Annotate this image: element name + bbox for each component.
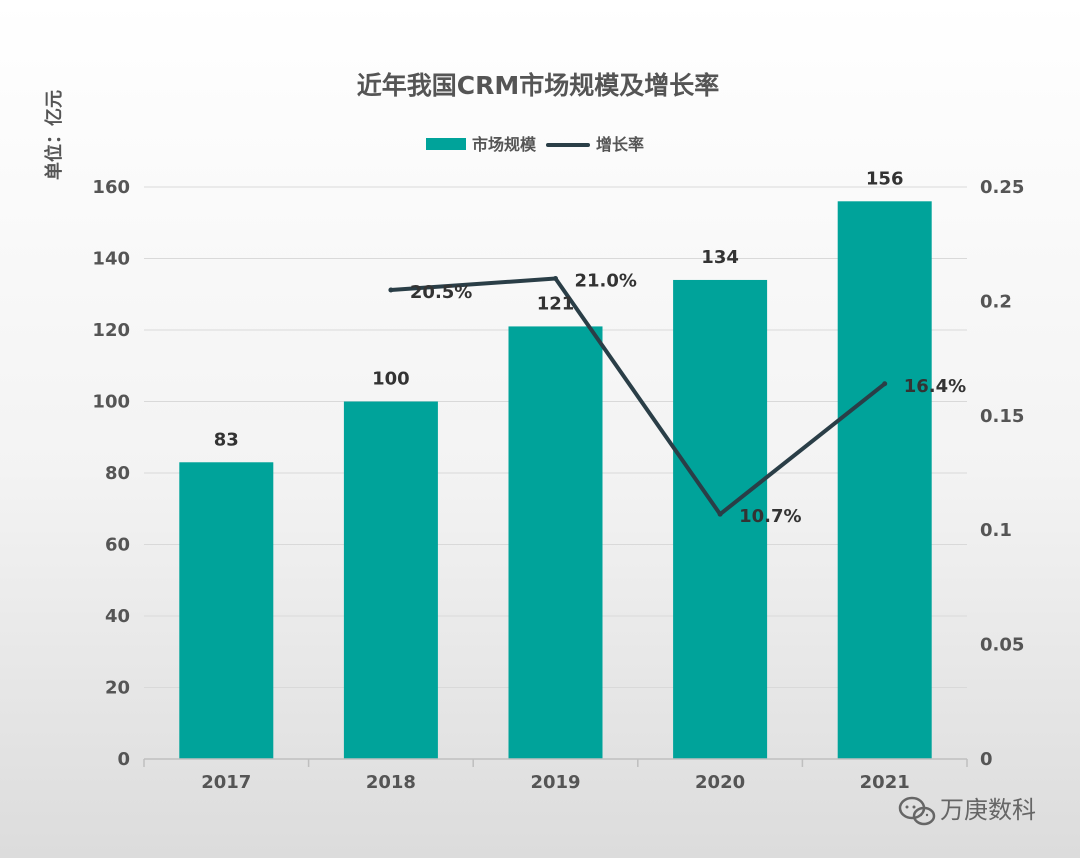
bar-series [179,201,932,760]
y2-tick-label: 0.1 [980,520,1012,541]
x-tick-label: 2019 [530,772,580,793]
y2-tick-label: 0.05 [980,635,1024,656]
line-value-label: 16.4% [904,376,966,397]
axes: 0 20 40 60 80 100 120 140 160 0 0.05 0.1 0.15 0.2 0.25… [92,177,1024,793]
watermark: 万庚数科 [898,796,1036,826]
y-tick-label: 140 [92,249,130,270]
line-point [717,511,723,517]
bar [508,326,603,759]
y-axis-label: 单位：亿元 [43,90,65,180]
y2-tick-label: 0.25 [980,177,1024,198]
growth-line [388,276,887,517]
y-tick-label: 20 [105,678,130,699]
bar-value-label: 100 [372,369,410,390]
line-series [388,276,888,517]
line-value-label: 21.0% [575,271,637,292]
bar-value-label: 121 [537,293,575,314]
y-tick-label: 80 [105,463,130,484]
bar [673,279,768,759]
y-tick-label: 100 [92,392,130,413]
line-value-label: 20.5% [410,282,472,303]
y2-tick-label: 0 [980,749,993,770]
y-tick-label: 160 [92,177,130,198]
x-tick-label: 2020 [695,772,745,793]
y-tick-label: 0 [117,749,130,770]
legend-bar-swatch [426,138,466,150]
y2-tick-label: 0.15 [980,406,1024,427]
bar-value-label: 83 [214,429,239,450]
y-tick-label: 120 [92,320,130,341]
data-labels: 83 100 121 134 156 20.5% 21.0% 10.7% 16.4% [214,168,966,527]
chart-title: 近年我国CRM市场规模及增长率 [357,71,719,100]
legend: 市场规模 增长率 [426,135,644,154]
x-tick-label: 2018 [366,772,416,793]
y-tick-label: 40 [105,606,130,627]
bar-value-label: 156 [866,168,904,189]
bar [837,201,932,760]
line-point [882,381,888,387]
y-tick-label: 60 [105,535,130,556]
legend-line-label: 增长率 [596,135,644,154]
line-point [553,276,558,282]
bar [179,462,274,759]
x-tick-label: 2017 [201,772,251,793]
bar-value-label: 134 [701,247,739,268]
bar [343,401,438,759]
legend-bar-label: 市场规模 [472,135,537,154]
line-value-label: 10.7% [739,506,801,527]
line-point [388,287,394,293]
x-tick-label: 2021 [860,772,910,793]
wechat-icon [898,796,936,826]
watermark-text: 万庚数科 [940,796,1036,824]
y2-tick-label: 0.2 [980,291,1012,312]
